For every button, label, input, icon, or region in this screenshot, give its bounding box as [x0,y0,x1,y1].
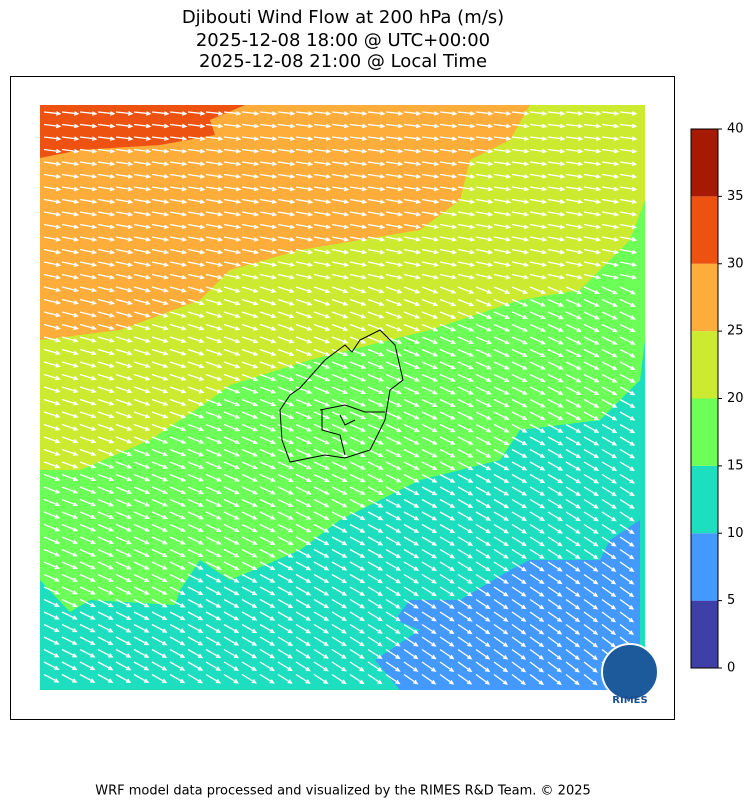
colorbar-band [691,129,718,197]
logo-emblem [601,643,659,701]
colorbar-band [691,263,718,332]
colorbar-tick-label: 15 [727,458,744,473]
colorbar-tick-label: 35 [727,189,744,204]
title-line: Djibouti Wind Flow at 200 hPa (m/s) [182,7,504,28]
colorbar-band [691,533,718,601]
colorbar-tick-label: 30 [727,256,744,271]
colorbar-tick-label: 5 [727,593,735,608]
colorbar: 0 5 10 15 20 25 30 35 40 [690,122,744,676]
colorbar-tick-label: 25 [727,324,744,339]
title-line: 2025-12-08 21:00 @ Local Time [199,51,487,72]
colorbar-tick-label: 0 [727,661,735,676]
colorbar-tick-label: 10 [727,526,744,541]
arrow-field [43,111,638,686]
colorbar-band [691,465,718,534]
country-border [279,329,404,463]
colorbar-tick-label: 20 [727,391,744,406]
wind-arrows [43,111,638,686]
map-frame [10,76,675,720]
colorbar-tick-label: 40 [727,122,744,137]
zone-30-35 [40,105,245,158]
title-line: 2025-12-08 18:00 @ UTC+00:00 [196,30,490,51]
colorbar-band [691,196,718,264]
colorbar-band [691,398,718,466]
colorbar-band [691,600,718,668]
map: RIMES [40,105,659,706]
colorbar-band [691,331,718,399]
zone-5-10 [375,520,640,690]
footer: WRF model data processed and visualized … [95,784,591,799]
logo-text: RIMES [612,695,647,706]
